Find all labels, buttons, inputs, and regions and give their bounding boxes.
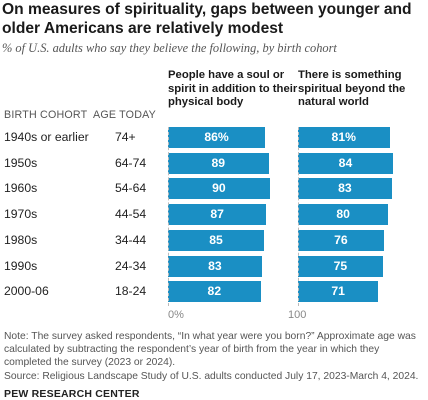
age-today-header: AGE TODAY xyxy=(93,109,156,121)
bar-soul xyxy=(168,178,270,200)
age-label: 64-74 xyxy=(115,155,147,170)
age-label: 18-24 xyxy=(115,284,147,299)
bar-soul xyxy=(168,255,262,277)
axis-hundred-line xyxy=(298,127,299,306)
bar-label-spiritual: 84 xyxy=(338,155,353,170)
bar-label-soul: 86% xyxy=(204,130,229,144)
bar-label-soul: 90 xyxy=(212,181,226,196)
cohort-label: 2000-06 xyxy=(4,284,49,299)
bar-label-spiritual: 76 xyxy=(334,232,348,247)
note-text: Note: The survey asked respondents, “In … xyxy=(4,331,416,369)
chart-title: On measures of spirituality, gaps betwee… xyxy=(2,1,412,37)
cohort-label: 1980s xyxy=(4,232,38,247)
chart-notes: Note: The survey asked respondents, “In … xyxy=(4,330,428,383)
cohort-label: 1990s xyxy=(4,258,38,273)
birth-cohort-header: BIRTH COHORT xyxy=(4,109,88,121)
bar-label-spiritual: 83 xyxy=(338,181,352,196)
bar-label-spiritual: 71 xyxy=(331,284,345,299)
cohort-label: 1960s xyxy=(4,181,38,196)
bar-spiritual xyxy=(298,204,389,226)
bar-spiritual xyxy=(298,229,384,251)
bar-spiritual xyxy=(298,127,390,148)
column-header-soul: People have a soul or spirit in addition… xyxy=(168,69,298,108)
bar-label-spiritual: 75 xyxy=(333,258,348,273)
bar-label-spiritual: 81% xyxy=(331,130,356,144)
age-label: 74+ xyxy=(115,130,136,144)
bar-label-soul: 87 xyxy=(210,207,224,222)
bar-label-soul: 82 xyxy=(207,284,222,299)
tick-label-100: 100 xyxy=(288,309,307,321)
bar-soul xyxy=(168,152,269,174)
bar-spiritual xyxy=(298,152,393,174)
cohort-label: 1940s or earlier xyxy=(4,130,89,144)
age-label: 24-34 xyxy=(115,258,147,273)
bar-soul xyxy=(168,281,261,303)
age-label: 34-44 xyxy=(115,232,147,247)
bar-soul xyxy=(168,229,265,251)
cohort-label: 1970s xyxy=(4,207,38,222)
chart-subtitle: % of U.S. adults who say they believe th… xyxy=(2,41,337,55)
bar-spiritual xyxy=(298,178,392,200)
bar-soul xyxy=(168,204,267,226)
bar-label-soul: 89 xyxy=(211,155,226,170)
age-label: 54-64 xyxy=(115,181,147,196)
bar-label-spiritual: 80 xyxy=(336,207,350,222)
bar-label-soul: 83 xyxy=(208,258,222,273)
age-label: 44-54 xyxy=(115,207,147,222)
bar-soul xyxy=(168,127,266,148)
axis-zero-line xyxy=(168,127,169,306)
bar-spiritual xyxy=(298,255,383,277)
source-text: Source: Religious Landscape Study of U.S… xyxy=(4,370,419,382)
column-header-spiritual: There is something spiritual beyond the … xyxy=(298,69,406,108)
bar-spiritual xyxy=(298,281,379,303)
tick-label-0: 0% xyxy=(168,309,184,321)
bar-label-soul: 85 xyxy=(209,232,223,247)
cohort-label: 1950s xyxy=(4,155,38,170)
brand-label: PEW RESEARCH CENTER xyxy=(4,388,140,400)
